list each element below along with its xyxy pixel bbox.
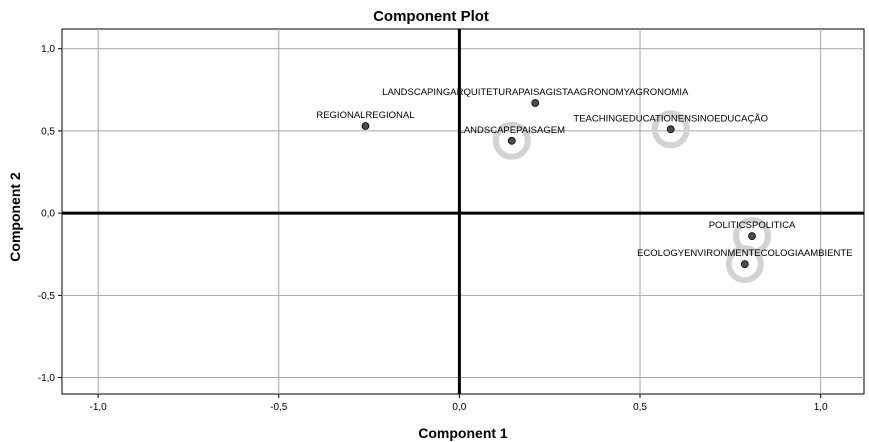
highlight-ring: [492, 121, 531, 160]
data-point: [531, 99, 540, 107]
data-point: [740, 260, 749, 269]
point-label: LANDSCAPEPAISAGEM: [459, 125, 566, 136]
point-label: LANDSCAPINGARQUITETURAPAISAGISTAAGRONOMY…: [382, 87, 689, 98]
y-axis-label: Component 2: [7, 172, 23, 262]
point-label: POLITICSPOLITICA: [709, 220, 796, 231]
y-tick-label: 0,0: [41, 209, 55, 220]
data-point: [507, 136, 516, 145]
y-tick-label: 0,5: [41, 126, 55, 137]
x-axis-label: Component 1: [418, 425, 508, 441]
y-tick-label: -1,0: [38, 373, 56, 384]
point-label: TEACHINGEDUCATIONENSINOEDUCAÇÃO: [573, 113, 768, 124]
highlight-ring: [725, 245, 764, 284]
plot-area: -1,0 -0,5 0,0 0,5 1,0 -1,0 -0,5 0,0 0,5 1,0 LANDSC…: [38, 28, 865, 413]
y-tick-label: -0,5: [38, 291, 56, 302]
data-point: [748, 232, 756, 241]
data-point: [666, 125, 675, 134]
x-tick-label: 0,0: [452, 402, 466, 413]
x-tick-label: -1,0: [90, 402, 108, 413]
point-label: ECOLOGYENVIRONMENTECOLOGIAAMBIENTE: [637, 248, 852, 259]
chart-title: Component Plot: [373, 8, 489, 25]
x-tick-label: -0,5: [270, 402, 288, 413]
highlight-ring: [651, 110, 690, 149]
y-tick-label: 1,0: [41, 44, 55, 55]
x-tick-label: 1,0: [814, 402, 828, 413]
point-label: REGIONALREGIONAL: [316, 110, 414, 121]
plot-frame: [61, 28, 865, 395]
x-tick-label: 0,5: [633, 402, 647, 413]
data-point: [361, 122, 370, 130]
